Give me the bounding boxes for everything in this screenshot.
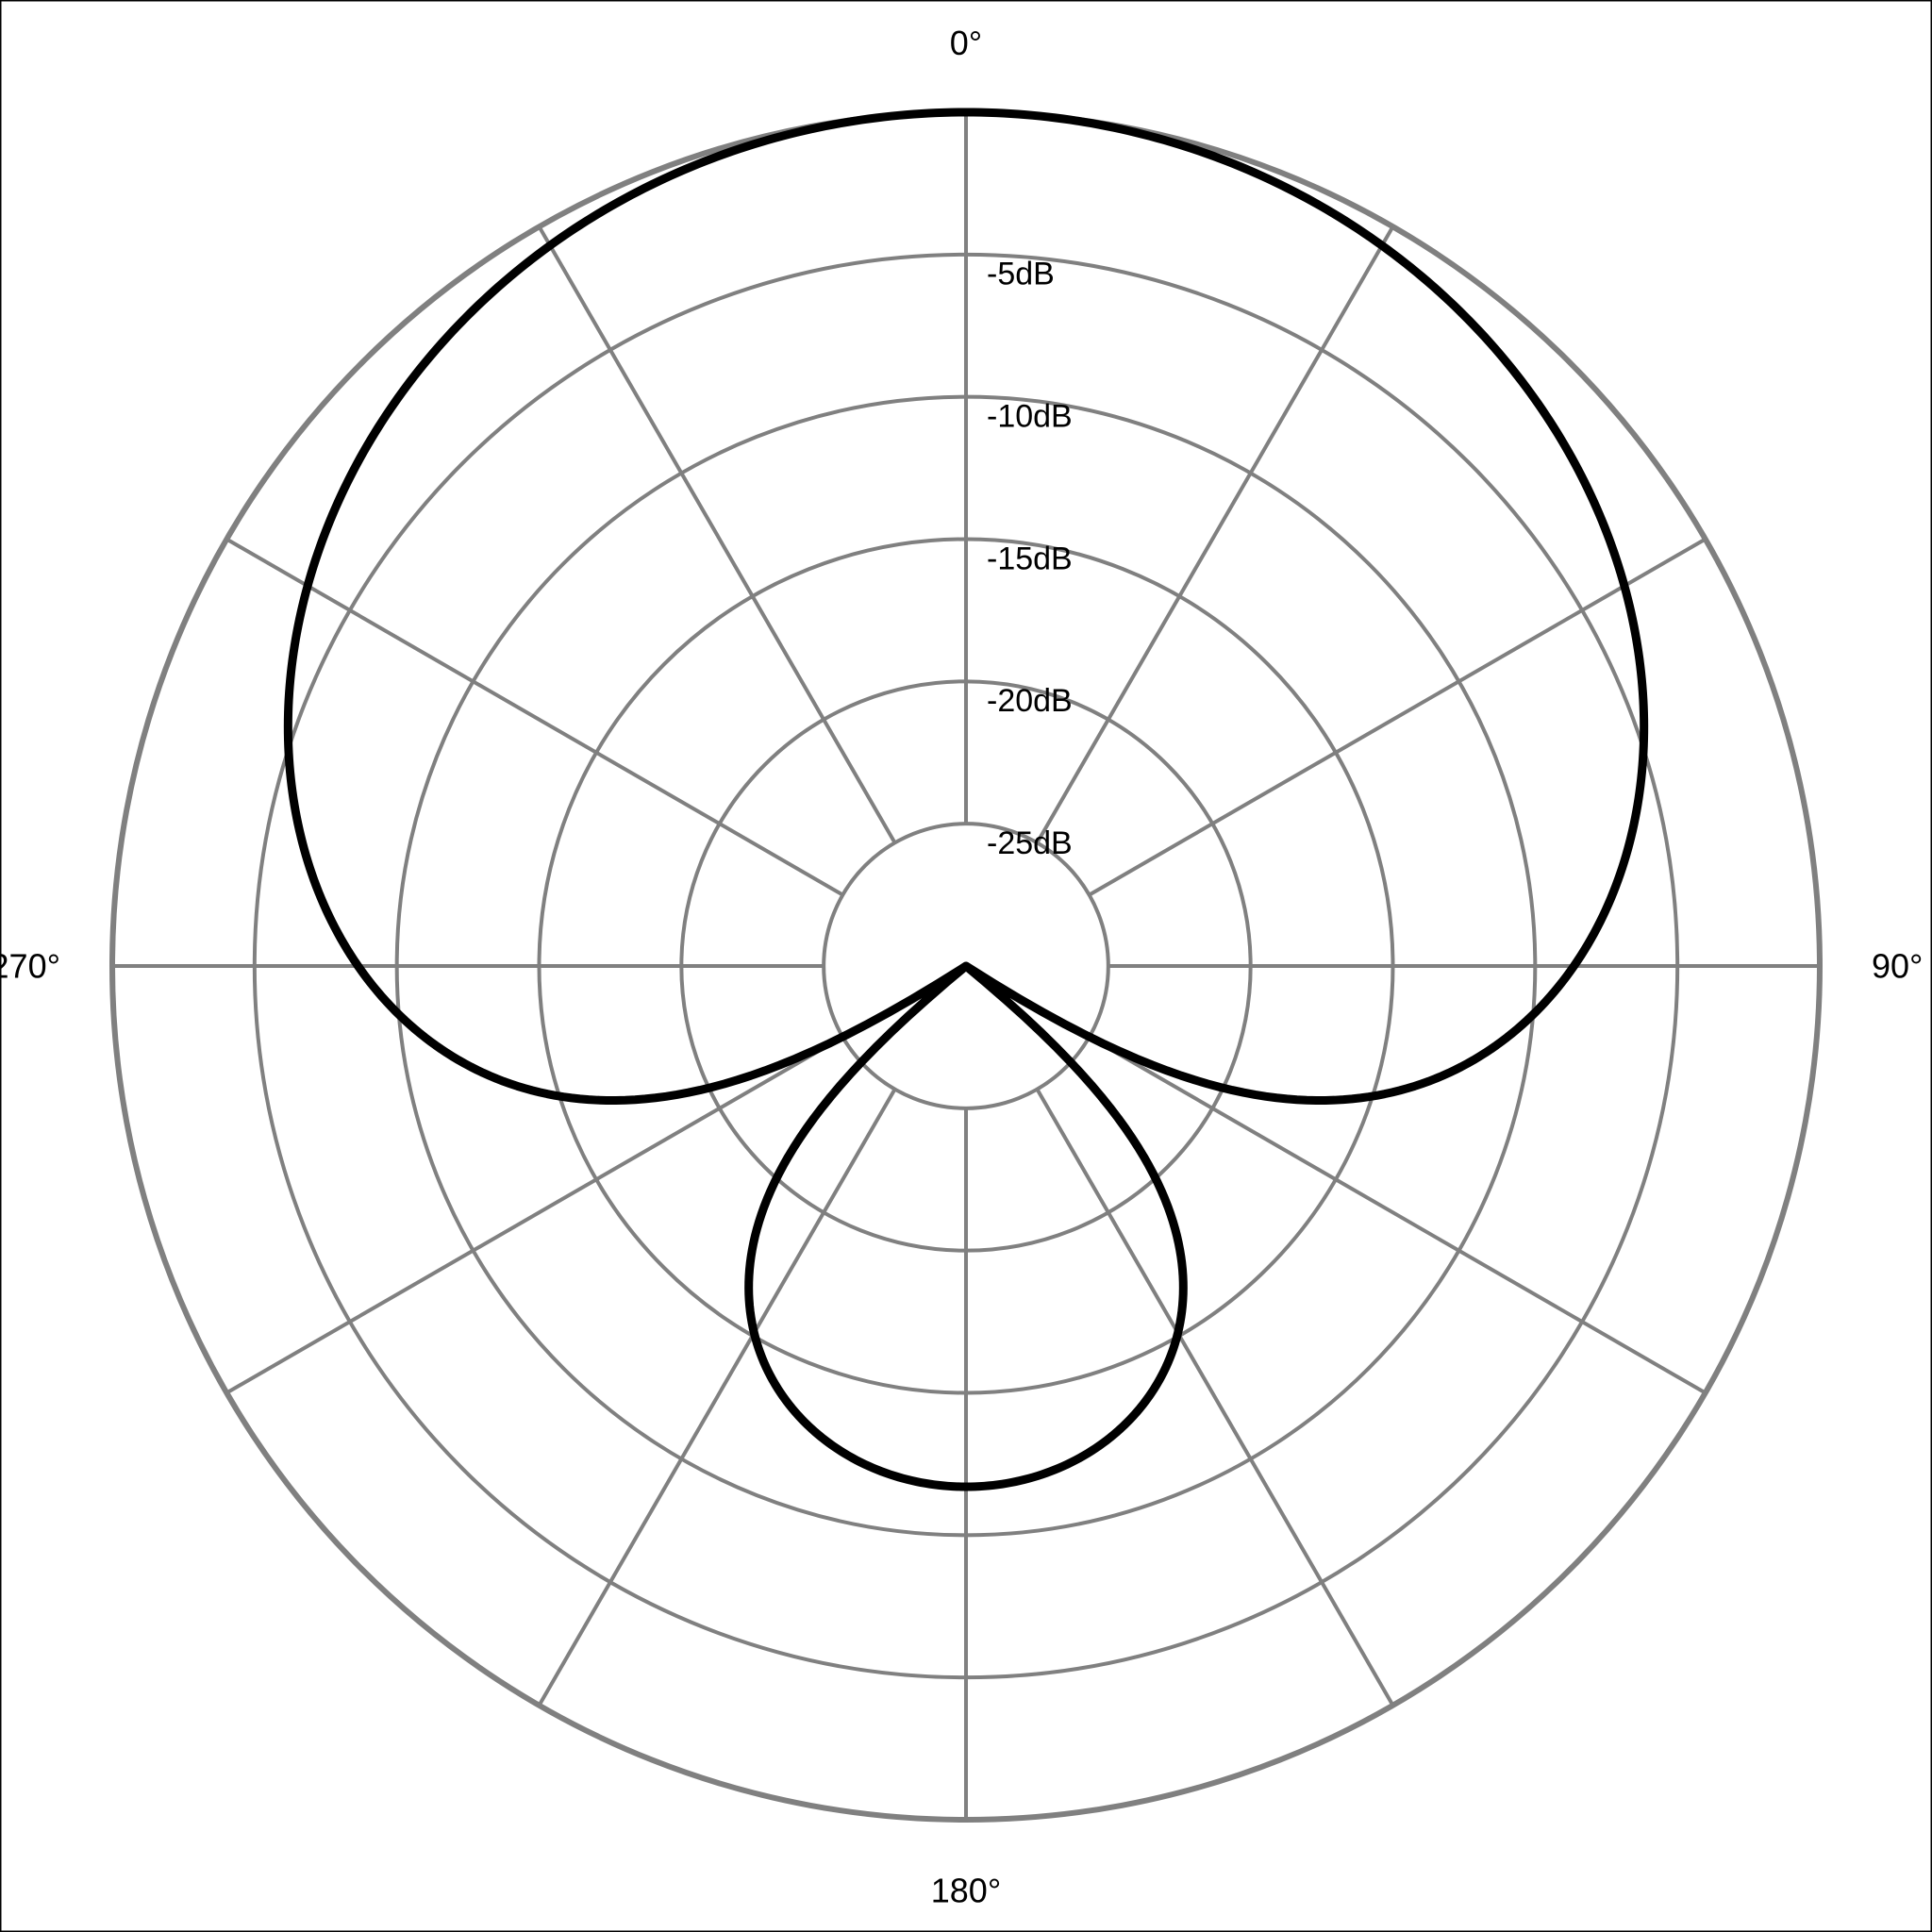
db-tick-label: -15dB [987,541,1073,576]
db-tick-label: -10dB [987,399,1073,435]
db-tick-label: -5dB [987,257,1055,292]
db-tick-label: -25dB [987,825,1073,861]
angle-label: 180° [931,1871,1001,1909]
angle-label: 90° [1872,947,1923,986]
db-tick-label: -20dB [987,683,1073,719]
angle-label: 0° [950,24,982,62]
polar-svg: -5dB -10dB -15dB -20dB -25dB 0° 90° 180° 270° [0,0,1932,1932]
angle-label: 270° [0,947,60,986]
polar-pattern-chart: -5dB -10dB -15dB -20dB -25dB 0° 90° 180° 270° [0,0,1932,1932]
